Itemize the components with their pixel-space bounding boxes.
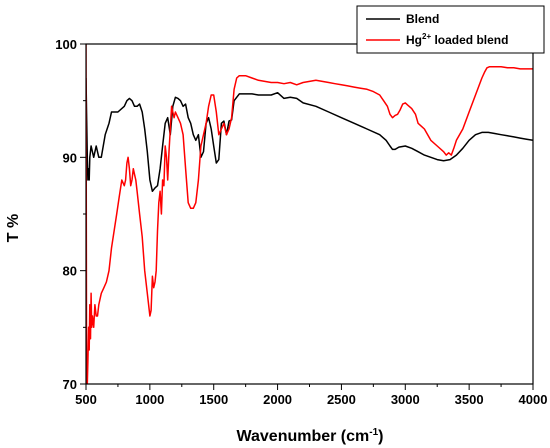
series-line-hg-loaded-blend	[86, 44, 533, 384]
x-axis-ticks: 500 1000 1500 2000 2500 3000 3500 4000	[75, 384, 547, 407]
legend-label-blend-main: Blend	[406, 12, 439, 26]
y-axis-ticks: 70 80 90 100	[55, 37, 86, 392]
y-tick-label: 90	[63, 150, 77, 165]
legend-label-hg-superscript: 2+	[422, 32, 431, 41]
x-tick-label: 4000	[519, 392, 548, 407]
y-tick-label: 100	[55, 37, 77, 52]
x-axis-title-superscript: -1	[369, 427, 378, 438]
legend: Blend Hg2+ loaded blend	[356, 5, 545, 54]
x-tick-label: 2500	[327, 392, 356, 407]
y-tick-label: 70	[63, 377, 77, 392]
x-tick-label: 3500	[455, 392, 484, 407]
plot-area-frame	[85, 43, 534, 385]
legend-label-hg-main: Hg	[406, 33, 422, 47]
legend-label-hg-tail: loaded blend	[431, 33, 508, 47]
x-tick-label: 1500	[199, 392, 228, 407]
legend-label-hg-loaded-blend: Hg2+ loaded blend	[406, 32, 508, 47]
x-tick-label: 3000	[391, 392, 420, 407]
legend-label-blend: Blend	[406, 12, 439, 26]
series-line-blend	[86, 77, 533, 193]
y-axis-title: T %	[5, 214, 22, 242]
x-tick-label: 2000	[263, 392, 292, 407]
x-axis-title-main: Wavenumber (cm	[236, 428, 369, 445]
x-tick-label: 500	[75, 392, 97, 407]
x-axis-title: Wavenumber (cm-1)	[236, 427, 383, 445]
legend-box	[356, 5, 545, 54]
x-tick-label: 1000	[135, 392, 164, 407]
x-axis-title-tail: )	[378, 428, 383, 445]
y-tick-label: 80	[63, 264, 77, 279]
series-layer	[86, 44, 533, 384]
